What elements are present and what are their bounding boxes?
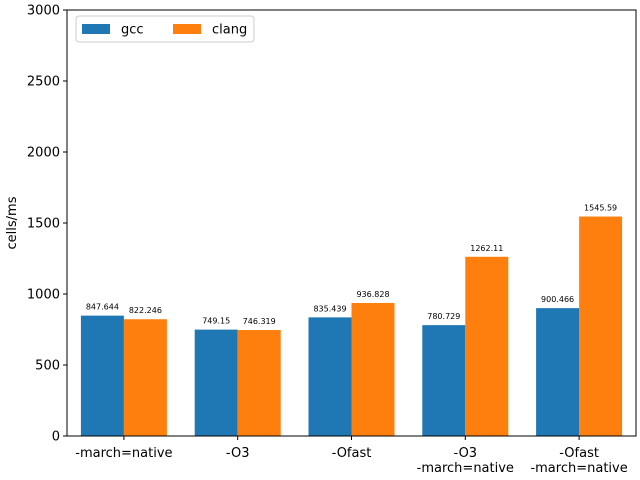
- data-label-clang-2: 936.828: [356, 290, 389, 299]
- bar-clang-0: [123, 319, 167, 436]
- y-tick-label-0: 0: [52, 430, 60, 445]
- data-labels-layer: 847.644 822.246 749.15 746.319 835.439 936.82…: [86, 204, 617, 326]
- x-tick-label-4-0: -Ofast: [559, 446, 599, 461]
- legend: gcc clang: [75, 15, 255, 43]
- data-label-clang-1: 746.319: [243, 317, 276, 326]
- x-tick-label-3-0: -O3: [454, 446, 478, 461]
- y-tick-label-6: 3000: [27, 4, 60, 19]
- x-tick-label-2-0: -Ofast: [332, 446, 372, 461]
- data-label-gcc-2: 835.439: [313, 304, 346, 313]
- x-axis: -march=native -O3 -Ofast -O3-march=native-O…: [75, 436, 628, 476]
- legend-box: [75, 15, 255, 43]
- y-axis: 0 500 1000 1500 2000 2500 3000: [27, 4, 67, 445]
- legend-swatch-clang: [173, 24, 201, 34]
- x-tick-label-0-0: -march=native: [75, 446, 172, 461]
- y-tick-label-5: 2500: [27, 75, 60, 90]
- bar-gcc-1: [194, 329, 238, 436]
- bar-gcc-4: [536, 308, 580, 436]
- data-label-gcc-4: 900.466: [541, 295, 574, 304]
- data-label-clang-0: 822.246: [129, 306, 162, 315]
- y-tick-label-4: 2000: [27, 146, 60, 161]
- y-tick-label-1: 500: [35, 359, 60, 374]
- y-tick-label-2: 1000: [27, 288, 60, 303]
- bar-clang-1: [237, 330, 281, 436]
- legend-label-gcc: gcc: [121, 23, 144, 38]
- x-tick-label-1-0: -O3: [226, 446, 250, 461]
- bar-clang-3: [465, 256, 509, 436]
- bar-gcc-3: [422, 325, 466, 436]
- y-axis-label: cells/ms: [5, 196, 20, 249]
- data-label-clang-3: 1262.11: [470, 244, 503, 253]
- bars-layer: [80, 216, 623, 436]
- data-label-gcc-0: 847.644: [86, 303, 119, 312]
- data-label-clang-4: 1545.59: [584, 204, 617, 213]
- bar-gcc-0: [80, 315, 124, 436]
- x-tick-label-4-1: -march=native: [530, 461, 627, 476]
- bar-clang-4: [579, 216, 623, 436]
- data-label-gcc-3: 780.729: [427, 312, 460, 321]
- legend-label-clang: clang: [212, 23, 247, 38]
- x-tick-label-3-1: -march=native: [417, 461, 514, 476]
- y-tick-label-3: 1500: [27, 217, 60, 232]
- bar-clang-2: [351, 302, 395, 436]
- data-label-gcc-1: 749.15: [202, 317, 230, 326]
- legend-swatch-gcc: [82, 24, 110, 34]
- bar-gcc-2: [308, 317, 352, 436]
